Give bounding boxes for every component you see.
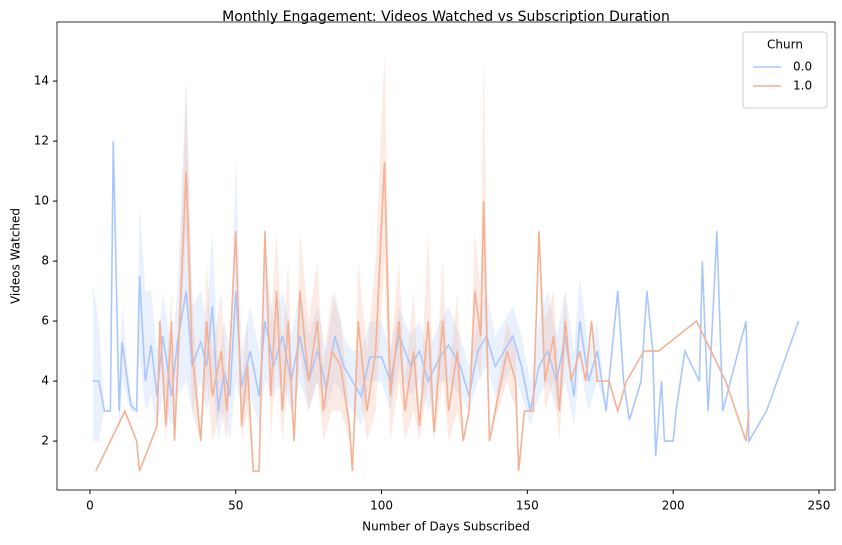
x-tick-label: 50 (228, 499, 243, 513)
x-tick-label: 100 (370, 499, 393, 513)
y-tick-label: 6 (41, 314, 49, 328)
y-tick-label: 14 (34, 74, 49, 88)
x-tick-label: 250 (808, 499, 831, 513)
legend-box (742, 31, 828, 109)
y-tick-label: 4 (41, 374, 49, 388)
legend-title: Churn (767, 38, 803, 52)
x-tick-label: 200 (662, 499, 685, 513)
x-tick-label: 0 (86, 499, 94, 513)
plot-frame (56, 21, 836, 491)
y-tick-label: 10 (34, 194, 49, 208)
data-line (92, 141, 800, 457)
confidence-band (95, 51, 749, 472)
legend-label: 1.0 (793, 79, 812, 93)
x-tick-label: 150 (516, 499, 539, 513)
chart-title: Monthly Engagement: Videos Watched vs Su… (222, 9, 670, 25)
y-tick-label: 2 (41, 434, 49, 448)
y-axis-label: Videos Watched (9, 208, 23, 304)
y-tick-label: 12 (34, 134, 49, 148)
x-axis-label: Number of Days Subscribed (362, 520, 530, 534)
legend-label: 0.0 (793, 60, 812, 74)
data-line (95, 162, 750, 472)
y-tick-label: 8 (41, 254, 49, 268)
